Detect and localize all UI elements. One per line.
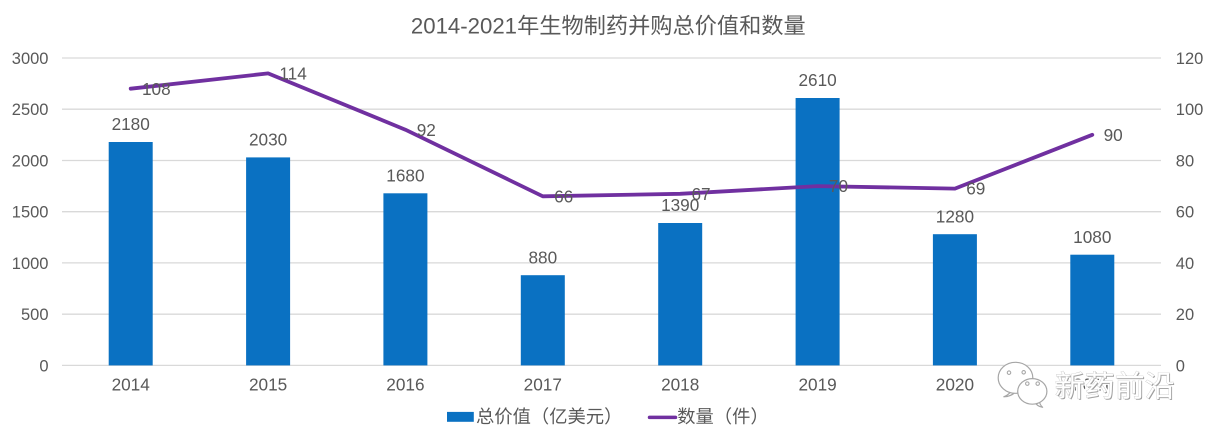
svg-text:2000: 2000 xyxy=(12,152,49,170)
svg-text:2016: 2016 xyxy=(386,375,424,395)
svg-text:2017: 2017 xyxy=(524,375,562,395)
svg-text:2014-2021: 2014-2021 xyxy=(411,13,517,38)
svg-text:1000: 1000 xyxy=(12,255,49,273)
svg-text:2019: 2019 xyxy=(798,375,836,395)
svg-text:67: 67 xyxy=(692,184,711,204)
svg-text:0: 0 xyxy=(39,357,48,375)
svg-text:2500: 2500 xyxy=(12,101,49,119)
svg-text:100: 100 xyxy=(1176,101,1204,119)
svg-text:1500: 1500 xyxy=(12,204,49,222)
svg-text:20: 20 xyxy=(1176,306,1194,324)
svg-text:108: 108 xyxy=(142,79,171,99)
svg-text:2018: 2018 xyxy=(661,375,699,395)
svg-text:1680: 1680 xyxy=(386,166,424,186)
svg-text:90: 90 xyxy=(1104,125,1123,145)
svg-text:70: 70 xyxy=(829,176,848,196)
svg-text:1280: 1280 xyxy=(936,206,974,226)
svg-text:40: 40 xyxy=(1176,255,1194,273)
svg-text:66: 66 xyxy=(554,186,573,206)
svg-text:120: 120 xyxy=(1176,50,1204,68)
svg-text:2610: 2610 xyxy=(798,70,836,90)
svg-text:60: 60 xyxy=(1176,204,1194,222)
svg-text:92: 92 xyxy=(417,120,436,140)
svg-text:2020: 2020 xyxy=(936,375,974,395)
svg-text:114: 114 xyxy=(279,64,307,84)
svg-text:2015: 2015 xyxy=(249,375,287,395)
svg-text:2014: 2014 xyxy=(112,375,151,395)
svg-text:1080: 1080 xyxy=(1073,227,1111,247)
svg-text:880: 880 xyxy=(528,247,557,267)
svg-text:2030: 2030 xyxy=(249,130,287,150)
svg-text:1390: 1390 xyxy=(661,195,699,215)
svg-text:3000: 3000 xyxy=(12,50,49,68)
svg-text:2180: 2180 xyxy=(112,114,150,134)
svg-text:0: 0 xyxy=(1176,357,1185,375)
svg-text:500: 500 xyxy=(21,306,49,324)
svg-text:69: 69 xyxy=(966,179,985,199)
svg-text:80: 80 xyxy=(1176,152,1194,170)
